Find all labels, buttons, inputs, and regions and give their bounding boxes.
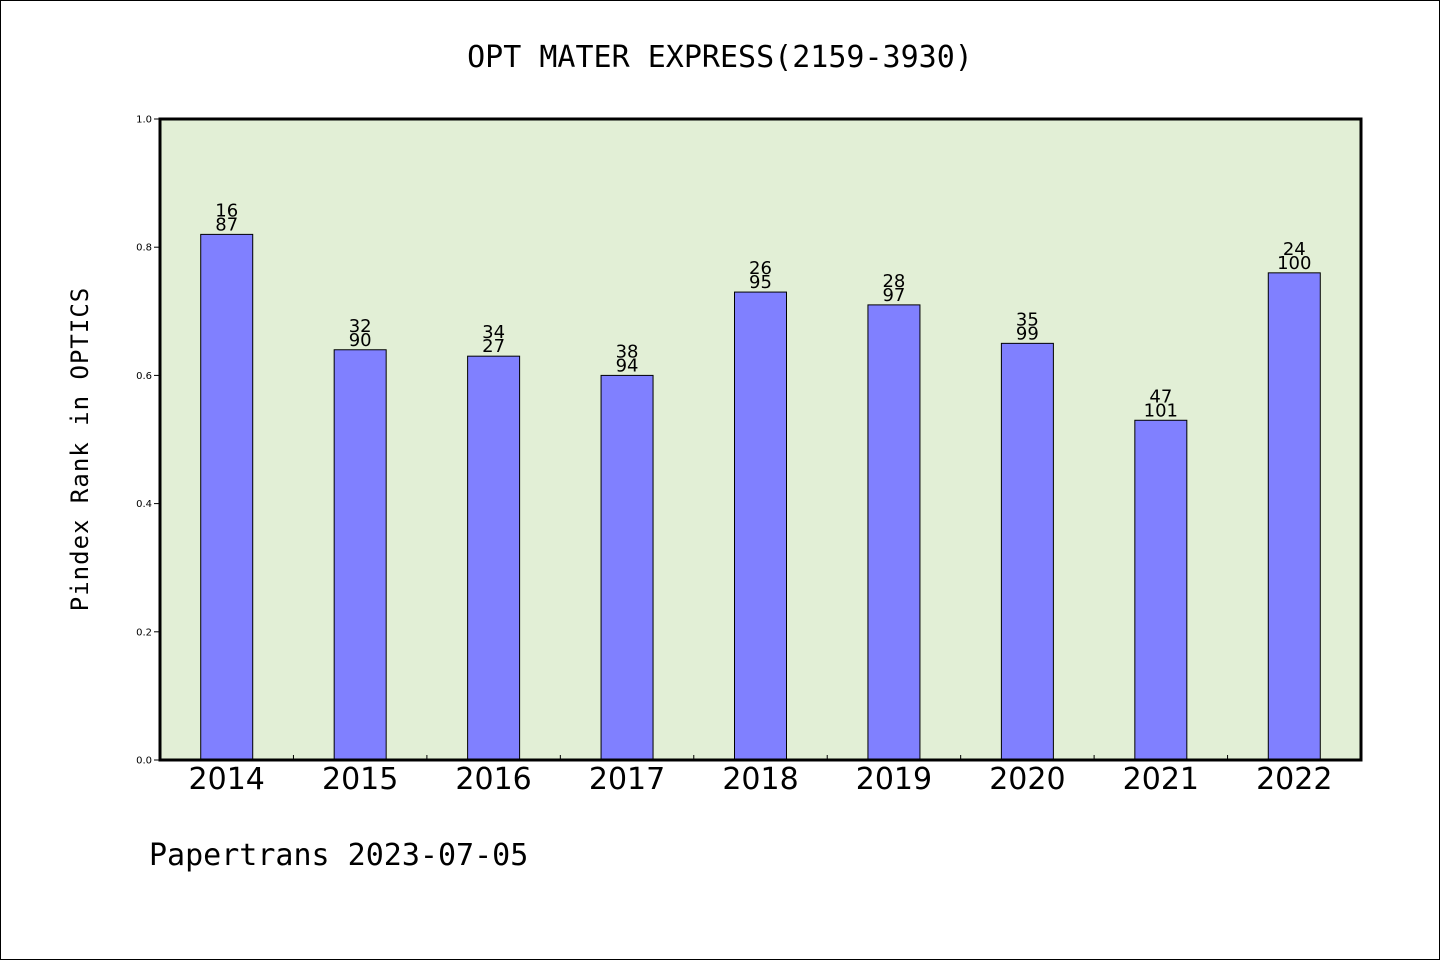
bar-label-top: 35 [1016, 309, 1039, 330]
bar-label-bottom: 101 [1144, 400, 1178, 421]
y-tick-label: 1.0 [136, 115, 152, 126]
bar-label-top: 38 [616, 341, 639, 362]
x-tick-label: 2018 [722, 762, 798, 797]
x-tick-label: 2020 [989, 762, 1065, 797]
y-tick-label: 0.4 [136, 499, 152, 510]
y-tick-label: 0.2 [136, 627, 152, 638]
bar-2015 [333, 349, 387, 761]
bar-label-bottom: 27 [482, 336, 505, 357]
x-tick-label: 2017 [589, 762, 665, 797]
y-tick-label: 0.6 [136, 371, 152, 382]
x-tick-label: 2019 [856, 762, 932, 797]
bar-label-bottom: 99 [1016, 323, 1039, 344]
bar-label-top: 47 [1149, 386, 1172, 407]
bar-2017 [600, 374, 654, 761]
bar-label-top: 28 [882, 271, 905, 292]
bar-label-bottom: 94 [616, 355, 639, 376]
x-tick-label: 2021 [1123, 762, 1199, 797]
bar-label-top: 24 [1283, 239, 1306, 260]
y-axis: 0.0 0.2 0.4 0.6 0.8 1.0 [136, 115, 160, 767]
bar-label-top: 34 [482, 322, 505, 343]
bar-label-top: 16 [215, 200, 238, 221]
bar-label-bottom: 100 [1277, 253, 1311, 274]
chart-title: OPT MATER EXPRESS(2159-3930) [467, 40, 973, 75]
bar-2021 [1134, 419, 1188, 761]
x-tick-label: 2016 [455, 762, 531, 797]
bars-layer [200, 233, 1321, 761]
bar-label-top: 26 [749, 258, 772, 279]
x-axis: 2014 2015 2016 2017 2018 2019 2020 2021 2022 [189, 755, 1332, 797]
x-tick-label: 2014 [189, 762, 265, 797]
y-axis-label: Pindex Rank in OPTICS [66, 287, 94, 611]
bar-label-bottom: 87 [215, 214, 238, 235]
bar-label-bottom: 97 [882, 285, 905, 306]
bar-2016 [467, 355, 521, 761]
bar-2022 [1267, 272, 1321, 761]
y-tick-label: 0.8 [136, 243, 152, 254]
bar-label-bottom: 90 [349, 330, 372, 351]
bar-2019 [867, 304, 921, 761]
bar-2020 [1000, 342, 1054, 761]
footer-text: Papertrans 2023-07-05 [149, 838, 528, 873]
bar-label-bottom: 95 [749, 272, 772, 293]
x-tick-label: 2015 [322, 762, 398, 797]
plot-frame [158, 117, 1363, 762]
bar-label-top: 32 [349, 316, 372, 337]
bar-2014 [200, 233, 254, 761]
bar-2018 [734, 291, 787, 761]
y-tick-label: 0.0 [136, 756, 152, 767]
x-tick-label: 2022 [1256, 762, 1332, 797]
